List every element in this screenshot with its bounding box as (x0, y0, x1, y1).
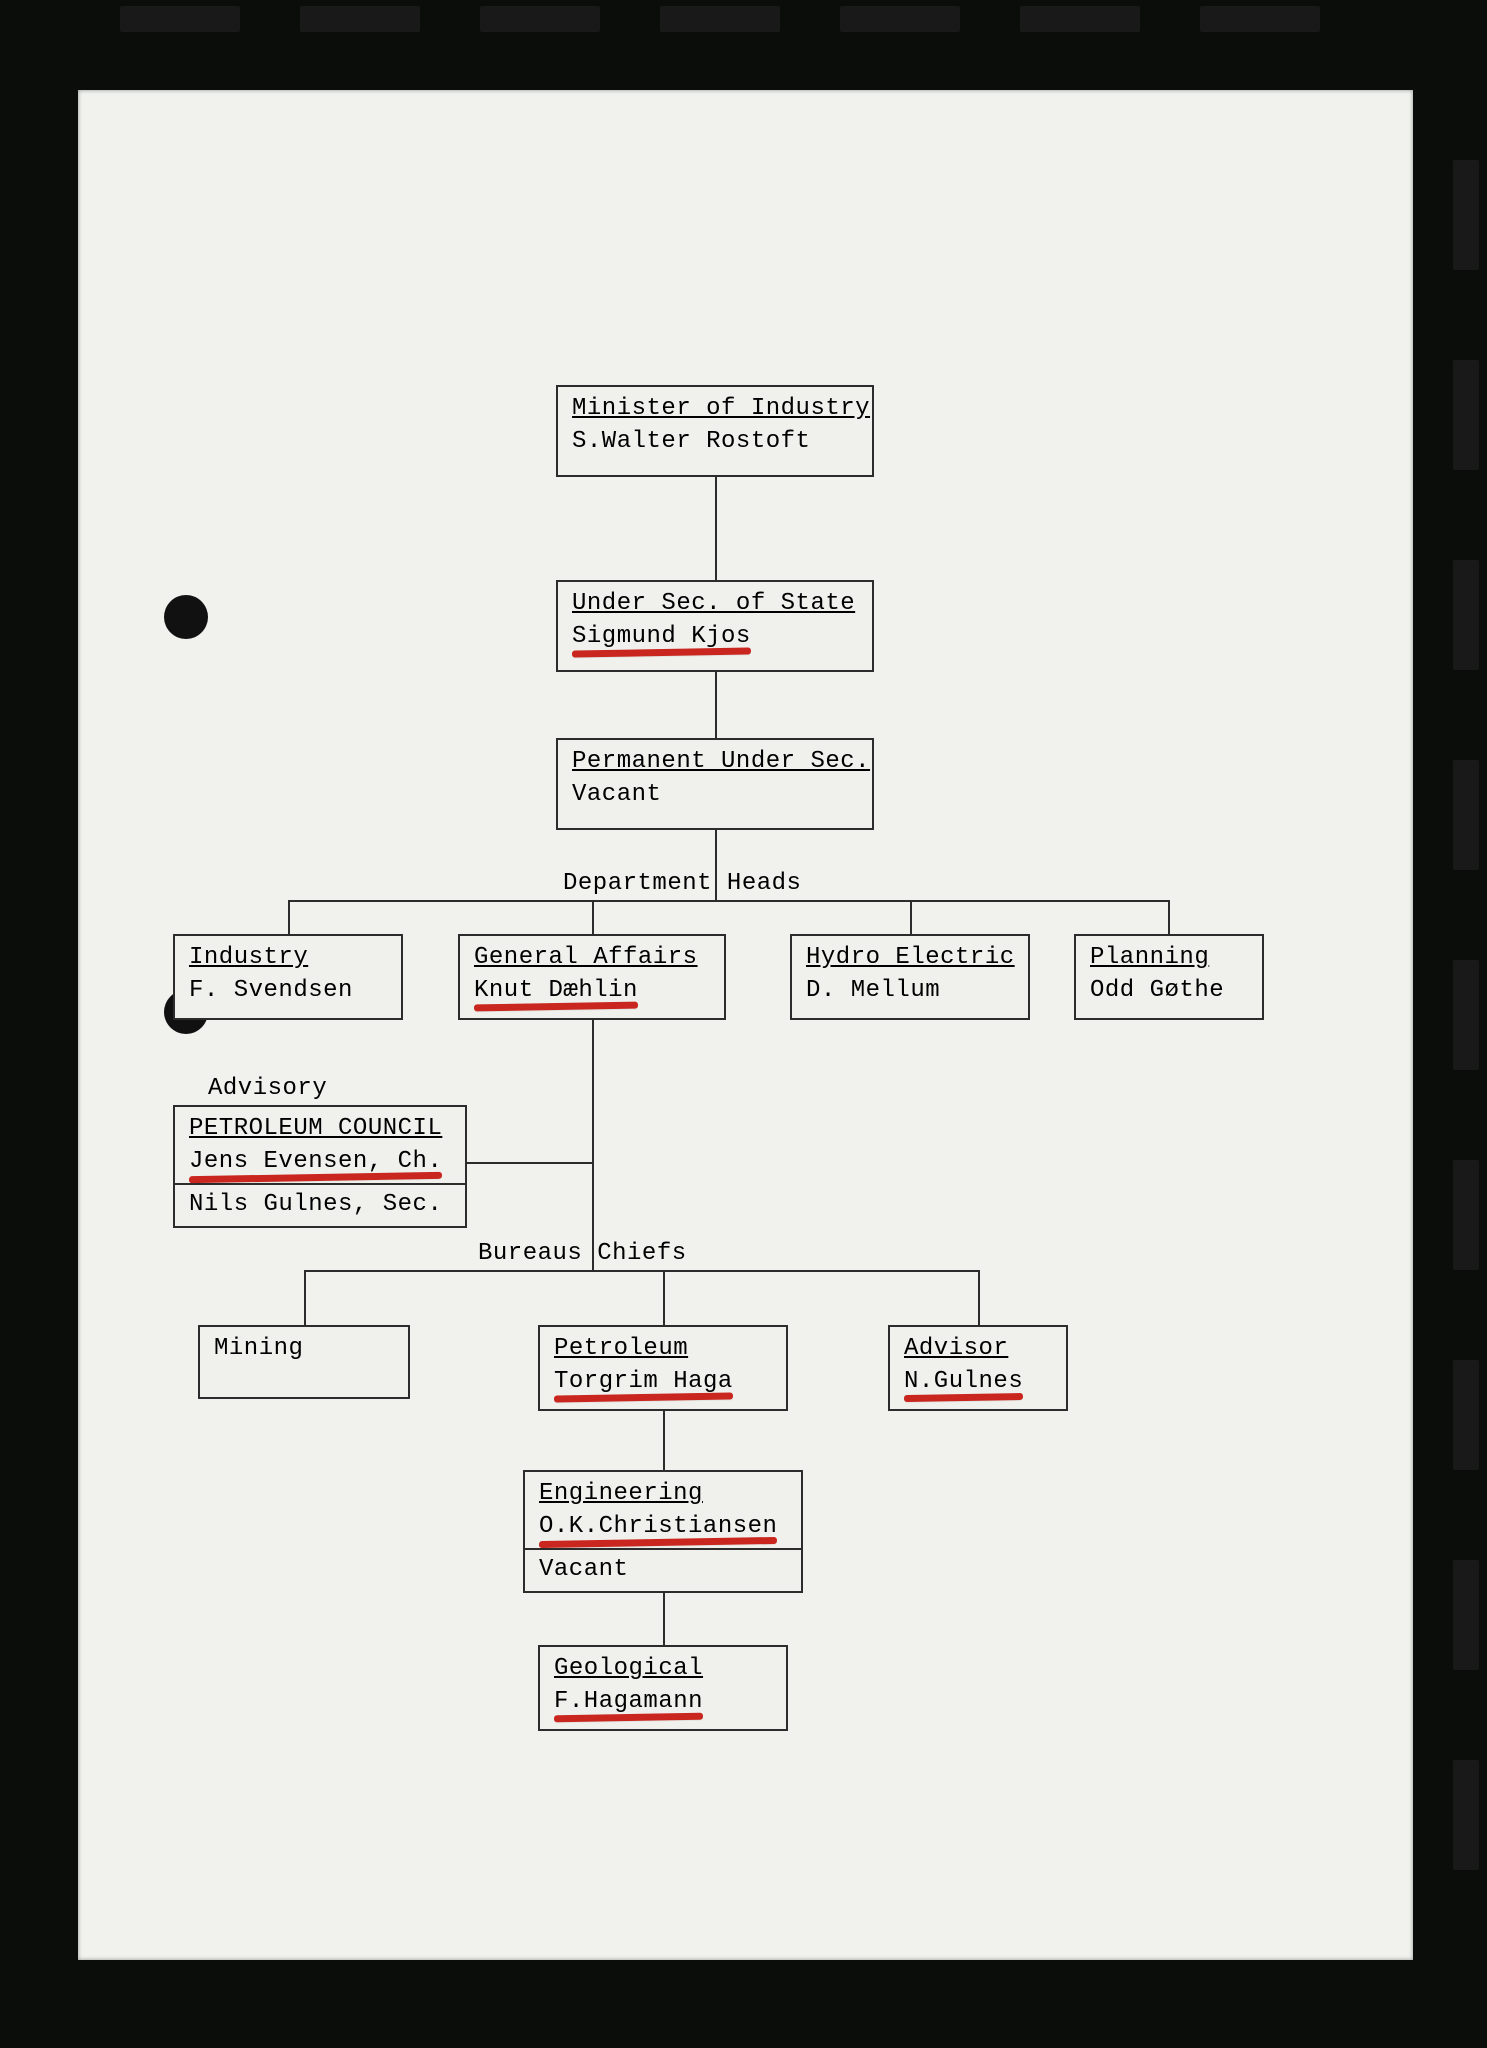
node-title: Under Sec. of State (572, 590, 858, 617)
connector (910, 900, 912, 934)
film-notch (840, 6, 960, 32)
node-name: Vacant (572, 781, 661, 808)
film-notch (1453, 560, 1479, 670)
connector (715, 477, 717, 580)
section-label-bureaus-chiefs: Bureaus Chiefs (478, 1240, 687, 1267)
org-chart: Department Heads Advisory Bureaus Chiefs… (78, 90, 1413, 1960)
node-petroleum: Petroleum Torgrim Haga (538, 1325, 788, 1411)
node-minister: Minister of Industry S.Walter Rostoft (556, 385, 874, 477)
connector (663, 1590, 665, 1645)
connector (715, 672, 717, 738)
connector (592, 900, 594, 934)
node-name: Odd Gøthe (1090, 977, 1224, 1004)
node-name: Knut Dæhlin (474, 977, 638, 1004)
node-industry: Industry F. Svendsen (173, 934, 403, 1020)
node-name: Torgrim Haga (554, 1368, 733, 1395)
node-general: General Affairs Knut Dæhlin (458, 934, 726, 1020)
divider (525, 1548, 801, 1550)
node-hydro: Hydro Electric D. Mellum (790, 934, 1030, 1020)
section-label-department-heads: Department Heads (563, 870, 801, 897)
node-name: Jens Evensen, Ch. (189, 1148, 442, 1175)
node-mining: Mining (198, 1325, 410, 1399)
film-notch (300, 6, 420, 32)
node-engineering: Engineering O.K.Christiansen Vacant (523, 1470, 803, 1593)
node-title: Mining (214, 1335, 394, 1362)
node-title: Geological (554, 1655, 772, 1682)
paper-page: Department Heads Advisory Bureaus Chiefs… (78, 90, 1413, 1960)
node-planning: Planning Odd Gøthe (1074, 934, 1264, 1020)
connector (288, 900, 290, 934)
node-title: Minister of Industry (572, 395, 858, 422)
node-title: Petroleum (554, 1335, 772, 1362)
node-undersec: Under Sec. of State Sigmund Kjos (556, 580, 874, 672)
node-permanent: Permanent Under Sec. Vacant (556, 738, 874, 830)
connector (592, 1020, 594, 1270)
node-petcouncil: PETROLEUM COUNCIL Jens Evensen, Ch. Nils G… (173, 1105, 467, 1228)
divider (175, 1183, 465, 1185)
connector (663, 1270, 665, 1325)
node-advisor: Advisor N.Gulnes (888, 1325, 1068, 1411)
node-name-2: Vacant (539, 1556, 787, 1583)
node-name: F. Svendsen (189, 977, 353, 1004)
node-name: S.Walter Rostoft (572, 428, 810, 455)
node-name-2: Nils Gulnes, Sec. (189, 1191, 451, 1218)
connector (1168, 900, 1170, 934)
node-title: Advisor (904, 1335, 1052, 1362)
connector (978, 1270, 980, 1325)
connector (663, 1411, 665, 1470)
node-name: N.Gulnes (904, 1368, 1023, 1395)
node-title: Planning (1090, 944, 1248, 971)
node-title: Permanent Under Sec. (572, 748, 858, 775)
film-notch (1453, 1160, 1479, 1270)
connector (288, 900, 1168, 902)
node-title: Engineering (539, 1480, 787, 1507)
connector (715, 830, 717, 900)
node-name: Sigmund Kjos (572, 623, 751, 650)
film-notch (1200, 6, 1320, 32)
film-notch (1020, 6, 1140, 32)
film-notch (1453, 360, 1479, 470)
node-name: F.Hagamann (554, 1688, 703, 1715)
film-notch (1453, 960, 1479, 1070)
node-title: Industry (189, 944, 387, 971)
node-title: General Affairs (474, 944, 710, 971)
film-notch (1453, 1760, 1479, 1870)
film-notch (1453, 160, 1479, 270)
film-notch (120, 6, 240, 32)
node-name: O.K.Christiansen (539, 1513, 777, 1540)
connector (304, 1270, 306, 1325)
connector (304, 1270, 978, 1272)
node-geological: Geological F.Hagamann (538, 1645, 788, 1731)
film-notch (1453, 1360, 1479, 1470)
film-notch (1453, 760, 1479, 870)
section-label-advisory: Advisory (208, 1075, 327, 1102)
connector (467, 1162, 593, 1164)
film-notch (480, 6, 600, 32)
node-title: PETROLEUM COUNCIL (189, 1115, 451, 1142)
node-title: Hydro Electric (806, 944, 1014, 971)
film-notch (1453, 1560, 1479, 1670)
film-notch (660, 6, 780, 32)
node-name: D. Mellum (806, 977, 940, 1004)
